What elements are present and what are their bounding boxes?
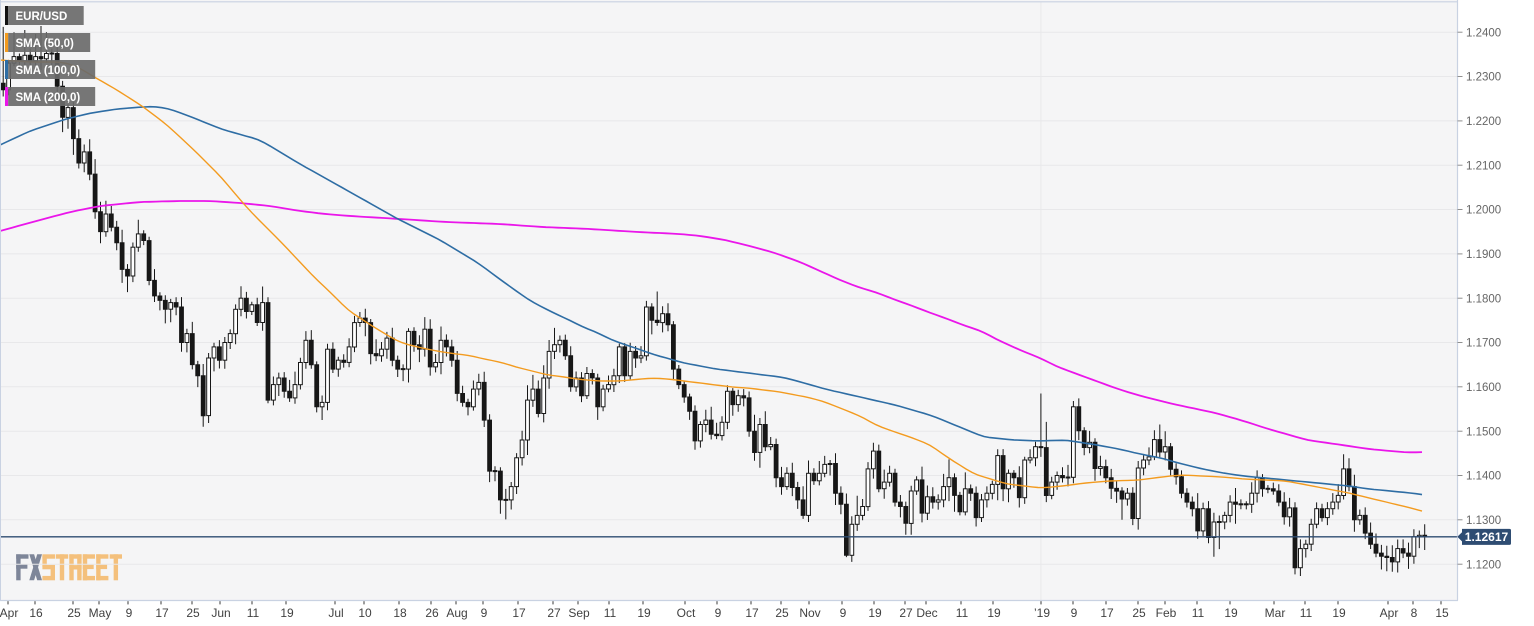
svg-text:27: 27 — [899, 606, 913, 620]
svg-text:16: 16 — [29, 606, 43, 620]
svg-text:15: 15 — [1435, 606, 1449, 620]
svg-text:Sep: Sep — [568, 606, 590, 620]
svg-text:19: 19 — [1332, 606, 1346, 620]
svg-text:19: 19 — [1224, 606, 1238, 620]
svg-text:Dec: Dec — [916, 606, 937, 620]
svg-text:1.1800: 1.1800 — [1466, 293, 1501, 305]
svg-text:Jul: Jul — [328, 606, 343, 620]
svg-text:’19: ’19 — [1034, 606, 1050, 620]
svg-text:1.12617: 1.12617 — [1465, 530, 1509, 544]
svg-text:9: 9 — [715, 606, 722, 620]
svg-text:17: 17 — [512, 606, 526, 620]
svg-text:9: 9 — [1071, 606, 1078, 620]
svg-text:SMA (200,0): SMA (200,0) — [16, 92, 81, 104]
svg-text:18: 18 — [393, 606, 407, 620]
svg-text:19: 19 — [868, 606, 882, 620]
svg-text:8: 8 — [1411, 606, 1418, 620]
svg-text:May: May — [89, 606, 112, 620]
svg-text:9: 9 — [126, 606, 133, 620]
svg-text:11: 11 — [956, 606, 969, 620]
svg-text:1.2300: 1.2300 — [1466, 72, 1501, 84]
svg-text:Mar: Mar — [1265, 606, 1286, 620]
svg-text:1.1300: 1.1300 — [1466, 515, 1501, 527]
svg-text:25: 25 — [775, 606, 789, 620]
svg-text:19: 19 — [987, 606, 1001, 620]
svg-text:25: 25 — [67, 606, 81, 620]
svg-text:9: 9 — [481, 606, 488, 620]
svg-text:9: 9 — [840, 606, 847, 620]
svg-text:Apr: Apr — [1380, 606, 1399, 620]
svg-text:Jun: Jun — [211, 606, 230, 620]
svg-text:1.2000: 1.2000 — [1466, 205, 1501, 217]
svg-text:10: 10 — [358, 606, 372, 620]
svg-text:Aug: Aug — [446, 606, 467, 620]
svg-text:SMA (50,0): SMA (50,0) — [16, 38, 75, 50]
svg-text:26: 26 — [425, 606, 439, 620]
svg-text:17: 17 — [1100, 606, 1114, 620]
svg-text:1.1200: 1.1200 — [1466, 559, 1501, 571]
svg-text:1.1900: 1.1900 — [1466, 249, 1501, 261]
svg-text:1.2200: 1.2200 — [1466, 116, 1501, 128]
svg-text:1.1700: 1.1700 — [1466, 338, 1501, 350]
svg-text:17: 17 — [745, 606, 759, 620]
svg-text:19: 19 — [280, 606, 294, 620]
svg-text:1.1600: 1.1600 — [1466, 382, 1501, 394]
svg-text:SMA (100,0): SMA (100,0) — [16, 65, 81, 77]
svg-text:11: 11 — [247, 606, 260, 620]
svg-text:Nov: Nov — [799, 606, 820, 620]
svg-text:1.1500: 1.1500 — [1466, 426, 1501, 438]
svg-text:11: 11 — [604, 606, 617, 620]
svg-text:EUR/USD: EUR/USD — [16, 11, 68, 23]
svg-text:1.2400: 1.2400 — [1466, 27, 1501, 39]
svg-text:25: 25 — [1132, 606, 1146, 620]
svg-text:1.2100: 1.2100 — [1466, 160, 1501, 172]
svg-text:17: 17 — [155, 606, 169, 620]
svg-text:Feb: Feb — [1156, 606, 1177, 620]
svg-text:Oct: Oct — [677, 606, 696, 620]
svg-text:25: 25 — [186, 606, 200, 620]
svg-text:1.1400: 1.1400 — [1466, 471, 1501, 483]
svg-text:19: 19 — [637, 606, 651, 620]
svg-text:11: 11 — [1192, 606, 1205, 620]
svg-text:27: 27 — [547, 606, 561, 620]
svg-text:Apr: Apr — [0, 606, 18, 620]
svg-text:11: 11 — [1300, 606, 1313, 620]
